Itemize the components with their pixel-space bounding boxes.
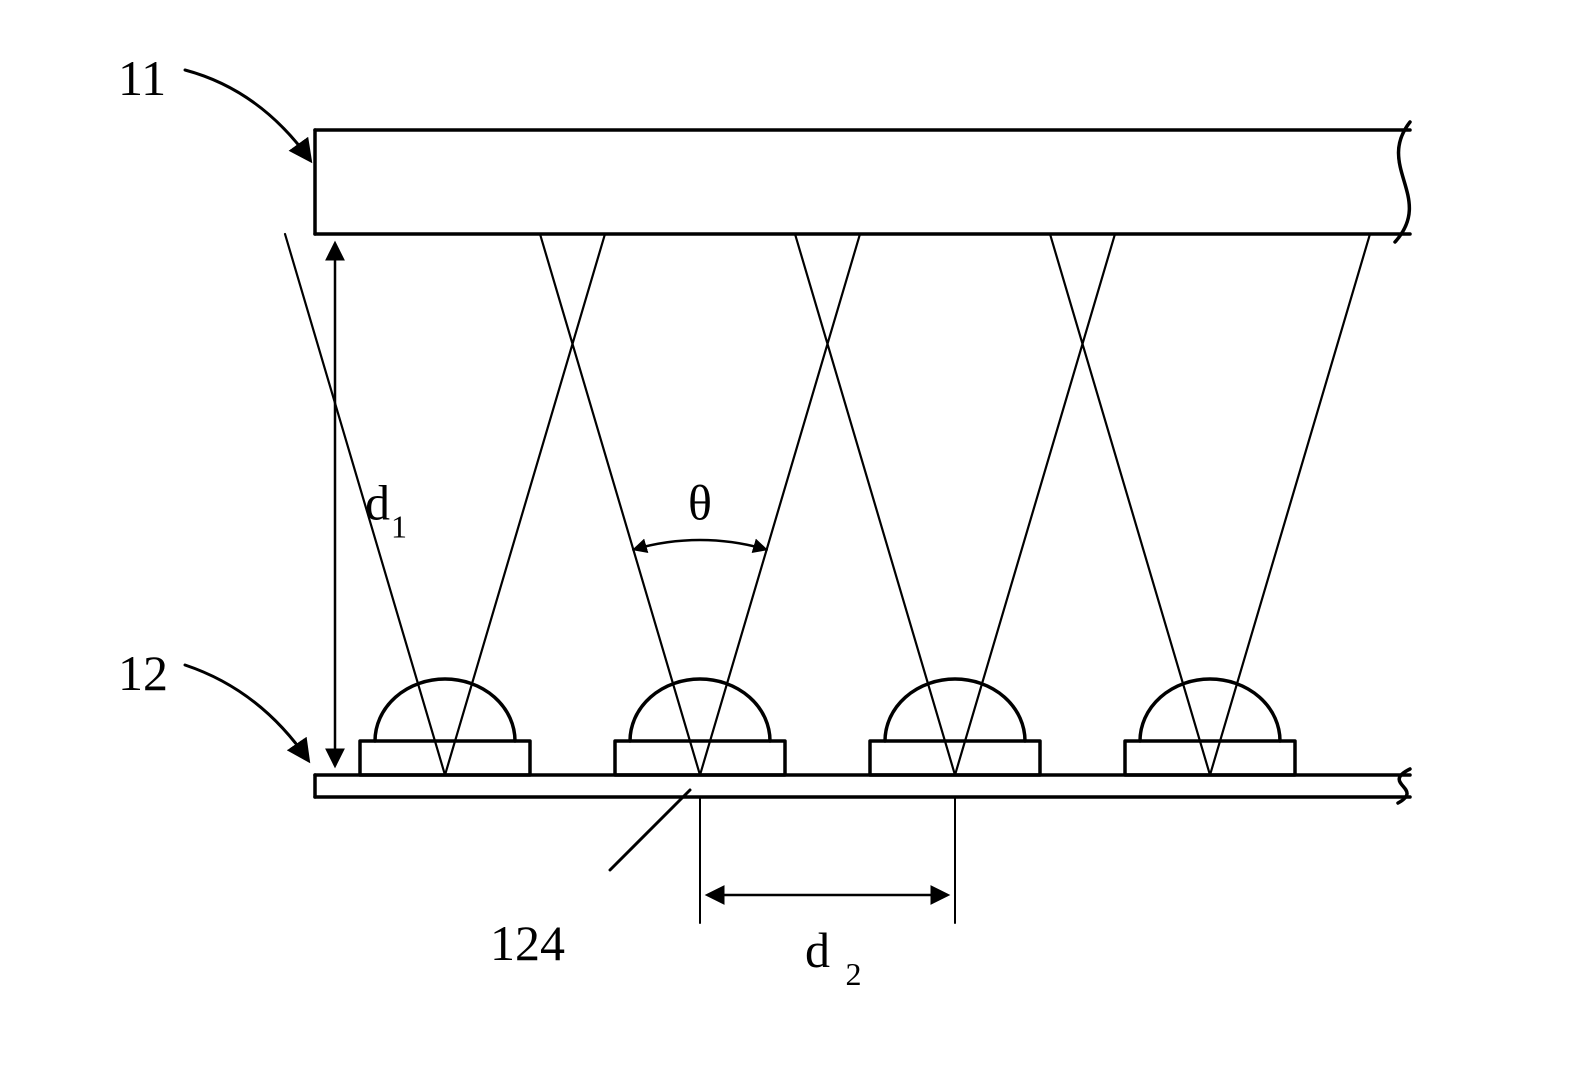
led-pad xyxy=(870,741,1040,775)
label-ref-12: 12 xyxy=(118,645,168,701)
led-dome xyxy=(1140,679,1280,741)
label-ref-11: 11 xyxy=(118,50,166,106)
led-dome xyxy=(630,679,770,741)
led-pad xyxy=(615,741,785,775)
led-dome xyxy=(885,679,1025,741)
led-pad xyxy=(360,741,530,775)
label-d2: d xyxy=(805,922,830,978)
dim-theta-arc xyxy=(633,540,766,550)
led-dome xyxy=(375,679,515,741)
diagram-labels: d1d2θ1112124 xyxy=(118,50,862,992)
label-ref-124: 124 xyxy=(490,915,565,971)
label-theta: θ xyxy=(688,475,712,531)
label-d2-sub: 2 xyxy=(846,956,862,992)
label-d1: d xyxy=(365,475,390,531)
label-d1-sub: 1 xyxy=(391,509,407,545)
led-pad xyxy=(1125,741,1295,775)
